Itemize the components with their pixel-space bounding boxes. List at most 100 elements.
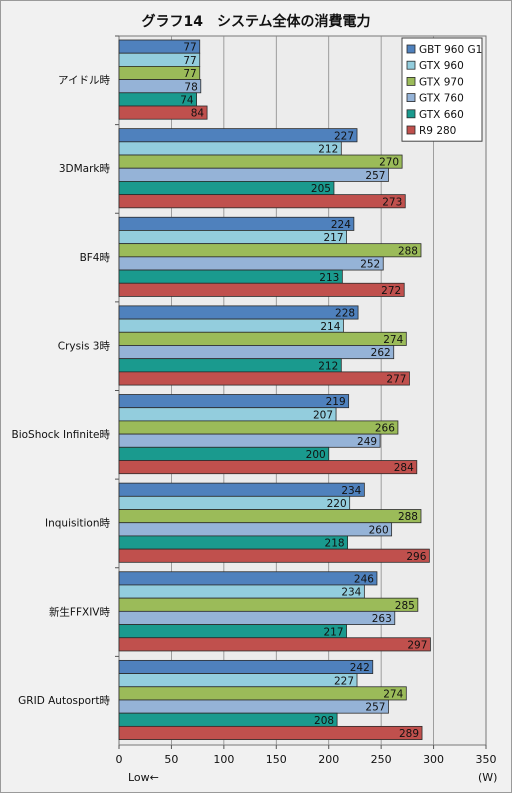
bar (118, 548, 430, 563)
bar (118, 371, 410, 386)
data-label: 274 (383, 688, 403, 700)
data-label: 246 (354, 573, 374, 585)
bar (118, 230, 347, 245)
bar (118, 216, 355, 231)
bar (118, 673, 358, 688)
bar (118, 358, 342, 373)
data-label: 297 (407, 639, 427, 651)
data-label: 257 (365, 702, 385, 714)
legend-swatch (406, 77, 416, 86)
x-tick-label: 250 (371, 753, 392, 766)
x-tick-label: 200 (318, 753, 339, 766)
bar (118, 495, 351, 510)
bar (118, 420, 399, 435)
bar (118, 637, 431, 652)
legend-label: GTX 660 (419, 109, 464, 121)
bar (118, 699, 389, 714)
data-label: 212 (318, 144, 338, 156)
data-label: 200 (306, 449, 326, 461)
bar (118, 584, 365, 599)
data-label: 224 (331, 219, 351, 231)
data-label: 260 (369, 524, 389, 536)
category-label: BF4時 (80, 252, 111, 264)
data-label: 74 (180, 95, 194, 107)
data-label: 228 (335, 308, 355, 320)
legend-swatch (406, 125, 416, 135)
bar (118, 181, 335, 196)
bar (118, 282, 405, 297)
bar (118, 446, 330, 461)
bar (118, 407, 337, 422)
data-label: 217 (323, 232, 343, 244)
bar (118, 509, 422, 524)
x-tick-label: 300 (423, 753, 444, 766)
bar (118, 331, 407, 346)
legend-swatch (406, 93, 416, 102)
data-label: 207 (313, 409, 333, 421)
bar (118, 659, 374, 674)
data-label: 217 (323, 626, 343, 638)
data-label: 263 (372, 613, 392, 625)
data-label: 213 (319, 272, 339, 284)
bar (118, 394, 350, 409)
data-label: 296 (406, 551, 426, 563)
bar (118, 305, 359, 320)
legend-box (401, 37, 483, 142)
bar (118, 522, 393, 537)
data-label: 205 (311, 183, 331, 195)
x-tick-label: 150 (266, 753, 287, 766)
data-label: 84 (191, 108, 205, 120)
legend-label: R9 280 (419, 125, 456, 137)
data-label: 289 (399, 728, 419, 740)
category-label: GRID Autosport時 (18, 695, 110, 707)
bar (118, 725, 423, 740)
bar (118, 345, 395, 360)
data-label: 227 (334, 675, 354, 687)
data-label: 266 (375, 423, 395, 435)
legend-label: GTX 760 (419, 93, 464, 105)
bar (118, 105, 208, 120)
data-label: 234 (341, 485, 361, 497)
data-label: 277 (386, 374, 406, 386)
data-label: 220 (327, 498, 347, 510)
bar (118, 712, 338, 727)
data-label: 270 (379, 157, 399, 169)
data-label: 257 (365, 170, 385, 182)
data-label: 249 (357, 436, 377, 448)
bar (118, 154, 403, 169)
category-label: 3DMark時 (59, 163, 111, 175)
data-label: 272 (381, 285, 401, 297)
x-tick-label: 350 (476, 753, 497, 766)
data-label: 288 (398, 511, 418, 523)
legend-swatch (406, 60, 416, 70)
legend-swatch (406, 44, 416, 54)
low-note: Low← (128, 771, 159, 784)
bar (118, 194, 406, 209)
data-label: 227 (334, 130, 354, 142)
bar (118, 128, 358, 143)
category-label: Inquisition時 (45, 518, 110, 530)
data-label: 208 (314, 715, 334, 727)
category-label: アイドル時 (58, 75, 110, 87)
data-label: 77 (183, 42, 196, 54)
bar (118, 460, 418, 475)
data-label: 218 (325, 538, 345, 550)
legend-label: GBT 960 G1 (419, 44, 482, 56)
bar (118, 167, 389, 182)
x-axis-unit: (W) (478, 771, 498, 784)
bar (118, 686, 407, 701)
data-label: 284 (394, 462, 414, 474)
data-label: 214 (320, 321, 340, 333)
data-label: 274 (383, 334, 403, 346)
bar (118, 243, 422, 258)
bar (118, 624, 347, 639)
data-label: 285 (395, 600, 415, 612)
data-label: 234 (341, 587, 361, 599)
bar (118, 141, 342, 156)
bar (118, 535, 348, 550)
bar (118, 269, 343, 284)
category-label: 新生FFXIV時 (49, 605, 111, 618)
data-label: 252 (360, 259, 380, 271)
bar (118, 256, 384, 271)
legend-label: GTX 960 (419, 60, 464, 72)
